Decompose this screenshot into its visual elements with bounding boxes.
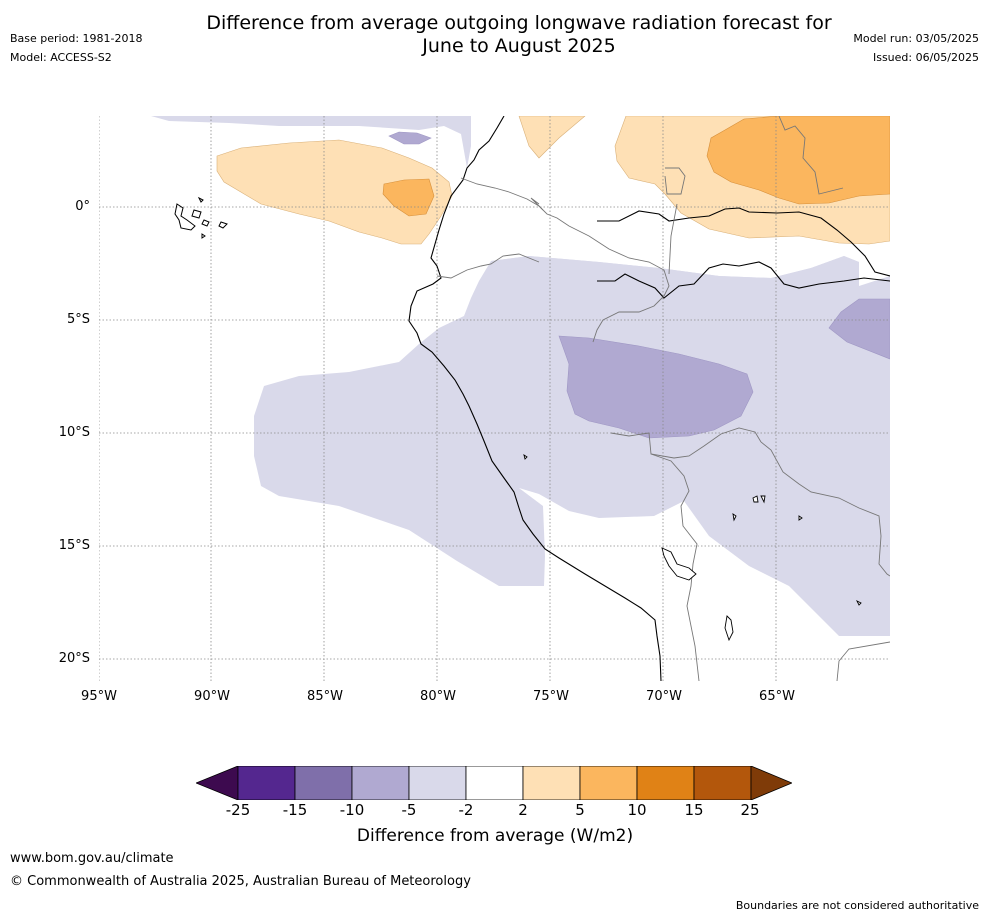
y-tick-20s: 20°S — [58, 651, 90, 666]
x-tick-80w: 80°W — [420, 689, 456, 704]
galapagos-islands — [174, 196, 228, 239]
x-tick-70w: 70°W — [646, 689, 682, 704]
graticule — [99, 116, 890, 681]
y-tick-5s: 5°S — [66, 312, 90, 327]
colorbar-tick: -5 — [401, 801, 417, 819]
colorbar-bin — [636, 766, 695, 800]
issued-date: Issued: 06/05/2025 — [872, 51, 979, 64]
colorbar-tick: -25 — [225, 801, 251, 819]
base-period: Base period: 1981-2018 — [10, 32, 143, 45]
colorbar-tick: 25 — [740, 801, 760, 819]
colorbar-arrow-right — [750, 766, 792, 800]
colorbar-bin — [579, 766, 638, 800]
anomaly-light-purple — [151, 116, 890, 636]
y-tick-10s: 10°S — [58, 425, 90, 440]
y-tick-15s: 15°S — [58, 538, 90, 553]
y-tick-0: 0° — [75, 199, 90, 214]
colorbar-label: Difference from average (W/m2) — [356, 826, 634, 846]
website-link[interactable]: www.bom.gov.au/climate — [10, 851, 174, 866]
x-tick-85w: 85°W — [307, 689, 343, 704]
colorbar-bin — [522, 766, 581, 800]
colorbar — [196, 766, 792, 800]
map-panel — [99, 116, 890, 681]
colorbar-tick: 10 — [627, 801, 647, 819]
anomaly-medium-purple — [388, 131, 890, 439]
colorbar-arrow-left — [196, 766, 239, 800]
x-tick-65w: 65°W — [759, 689, 795, 704]
title-line-2: June to August 2025 — [422, 35, 616, 57]
colorbar-tick: -15 — [282, 801, 308, 819]
colorbar-tick: 15 — [684, 801, 704, 819]
disclaimer-text: Boundaries are not considered authoritat… — [735, 899, 979, 912]
colorbar-bin — [351, 766, 410, 800]
coastline — [408, 116, 890, 681]
colorbar-bin — [237, 766, 296, 800]
colorbar-bin — [465, 766, 524, 800]
colorbar-tick: -10 — [339, 801, 365, 819]
x-tick-90w: 90°W — [194, 689, 230, 704]
colorbar-bin — [693, 766, 752, 800]
colorbar-bin — [294, 766, 353, 800]
lake-titicaca — [661, 547, 697, 581]
colorbar-tick: -2 — [458, 801, 474, 819]
small-lakes — [523, 453, 862, 642]
colorbar-tick: 2 — [518, 801, 528, 819]
model-name: Model: ACCESS-S2 — [10, 51, 112, 64]
model-run: Model run: 03/05/2025 — [853, 32, 979, 45]
copyright-text: © Commonwealth of Australia 2025, Austra… — [10, 874, 471, 889]
x-tick-75w: 75°W — [533, 689, 569, 704]
map-title: Difference from average outgoing longwav… — [0, 12, 988, 58]
colorbar-tick: 5 — [575, 801, 585, 819]
x-tick-95w: 95°W — [81, 689, 117, 704]
country-borders — [436, 116, 890, 681]
colorbar-bin — [408, 766, 467, 800]
title-line-1: Difference from average outgoing longwav… — [206, 12, 832, 34]
